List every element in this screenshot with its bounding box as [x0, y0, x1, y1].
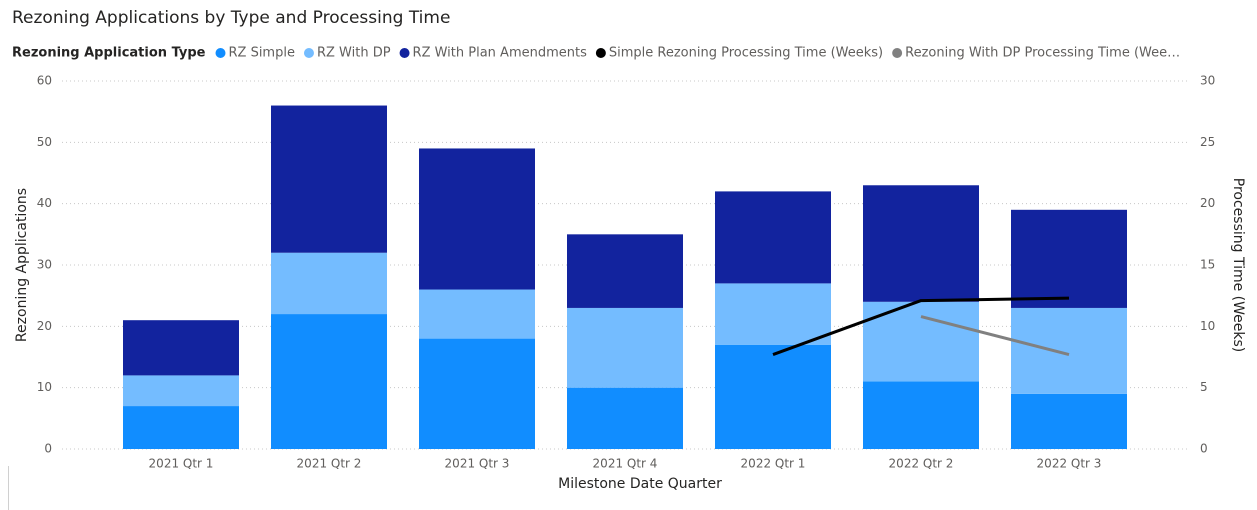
- y2-tick-label: 30: [1200, 74, 1215, 88]
- x-tick-label: 2021 Qtr 4: [593, 457, 658, 471]
- x-tick-label: 2022 Qtr 2: [889, 457, 954, 471]
- y2-tick-label: 20: [1200, 196, 1215, 210]
- legend-marker: [595, 48, 606, 58]
- bar: [715, 283, 831, 345]
- y-tick-label: 60: [37, 74, 52, 88]
- bar: [419, 289, 535, 339]
- chart-title: Rezoning Applications by Type and Proces…: [12, 8, 450, 28]
- bar: [715, 344, 831, 449]
- y-tick-label: 20: [37, 319, 52, 333]
- legend-label: RZ With Plan Amendments: [413, 46, 588, 61]
- bar: [567, 387, 683, 449]
- line: [920, 315, 1070, 356]
- bar: [1011, 209, 1127, 308]
- bar: [1011, 307, 1127, 394]
- legend-marker: [303, 48, 314, 58]
- bar: [863, 185, 979, 302]
- y-tick-label: 50: [37, 135, 52, 149]
- bar: [419, 148, 535, 290]
- bar: [1011, 393, 1127, 449]
- bar: [123, 375, 239, 407]
- x-tick-label: 2021 Qtr 1: [149, 457, 214, 471]
- line: [772, 296, 1070, 356]
- legend-label: Rezoning With DP Processing Time (Wee…: [905, 46, 1180, 61]
- y-axis-title: Rezoning Applications: [14, 188, 30, 342]
- y-tick-label: 0: [44, 442, 52, 456]
- y-tick-label: 30: [37, 258, 52, 272]
- bar: [419, 338, 535, 449]
- x-axis-title: Milestone Date Quarter: [558, 476, 722, 492]
- legend-title: Rezoning Application Type: [12, 46, 206, 61]
- legend-label: RZ Simple: [229, 46, 295, 61]
- bar: [123, 320, 239, 376]
- y2-tick-label: 25: [1200, 135, 1215, 149]
- bar: [715, 191, 831, 284]
- bar: [863, 381, 979, 449]
- x-tick-label: 2022 Qtr 3: [1037, 457, 1102, 471]
- legend-marker: [215, 48, 226, 58]
- y-tick-label: 10: [37, 380, 52, 394]
- bar: [123, 406, 239, 449]
- bar: [271, 105, 387, 253]
- x-tick-label: 2021 Qtr 3: [445, 457, 510, 471]
- y2-tick-label: 10: [1200, 319, 1215, 333]
- y-tick-label: 40: [37, 196, 52, 210]
- bar: [271, 252, 387, 315]
- x-tick-label: 2021 Qtr 2: [297, 457, 362, 471]
- y2-axis-title: Processing Time (Weeks): [1230, 178, 1246, 353]
- legend-marker: [892, 48, 903, 58]
- x-tick-label: 2022 Qtr 1: [741, 457, 806, 471]
- y2-tick-label: 5: [1200, 380, 1208, 394]
- legend-label: Simple Rezoning Processing Time (Weeks): [609, 46, 883, 61]
- bar: [567, 307, 683, 388]
- bar: [863, 301, 979, 382]
- y2-tick-label: 15: [1200, 258, 1215, 272]
- legend-label: RZ With DP: [317, 46, 391, 61]
- y2-tick-label: 0: [1200, 442, 1208, 456]
- bar: [271, 314, 387, 449]
- legend-marker: [399, 48, 410, 58]
- bar: [567, 234, 683, 308]
